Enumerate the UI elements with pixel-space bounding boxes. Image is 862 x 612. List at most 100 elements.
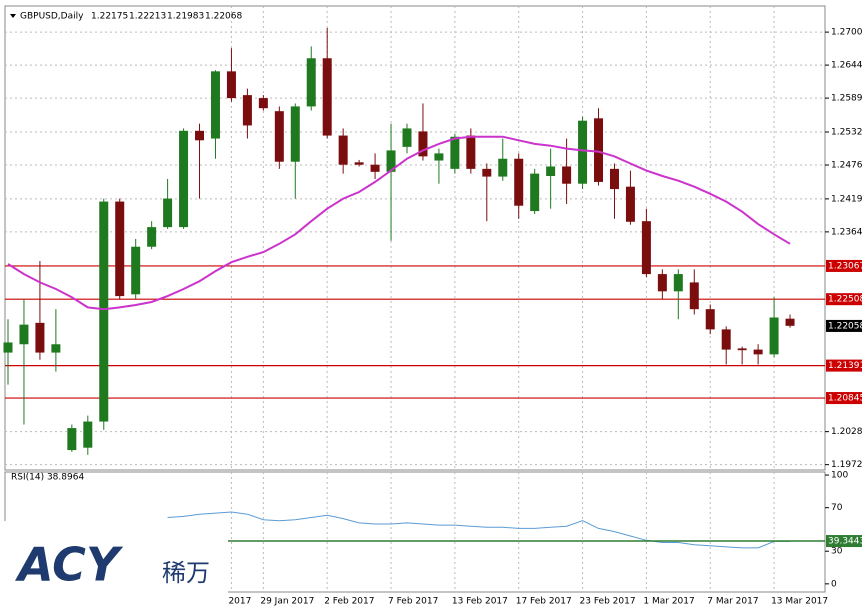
candle-body <box>35 322 45 353</box>
ohlc-close: 1.22068 <box>205 12 242 22</box>
candle-body <box>147 227 157 247</box>
candle-body <box>99 201 109 422</box>
moving-average <box>7 135 791 311</box>
candle-body <box>721 329 731 350</box>
candle-body <box>689 282 699 310</box>
candle-body <box>274 111 284 162</box>
level-label: 1.20845 <box>828 394 862 404</box>
candle-body <box>594 118 604 182</box>
candle-body <box>115 201 125 297</box>
watermark-bg <box>0 521 228 608</box>
rsi-tick-label: 30 <box>831 547 843 557</box>
candle-body <box>3 342 13 353</box>
logo-brand: ACY <box>15 538 124 592</box>
candle-body <box>562 166 572 184</box>
candle-body <box>753 349 763 355</box>
candle-body <box>322 58 332 136</box>
y-tick-label: 1.19725 <box>831 460 862 470</box>
y-tick-label: 1.26445 <box>831 61 862 71</box>
candle-body <box>163 198 173 228</box>
candle-body <box>530 173 540 212</box>
candle-body <box>83 421 93 448</box>
candle-body <box>641 221 651 275</box>
y-tick-label: 1.25320 <box>831 127 862 137</box>
main-frame <box>4 5 826 471</box>
ohlc-low: 1.21983 <box>167 12 204 22</box>
candle-body <box>210 71 220 139</box>
candle-body <box>498 158 508 177</box>
watermark: ACY 稀万 <box>0 521 228 608</box>
candle-body <box>306 58 316 107</box>
level-label: 1.22508 <box>828 295 862 305</box>
candle-body <box>785 318 795 326</box>
x-tick-label: 23 Feb 2017 <box>580 597 636 607</box>
y-tick-label: 1.24195 <box>831 194 862 204</box>
candle-body <box>338 135 348 165</box>
level-label-bg <box>826 359 862 372</box>
candle-body <box>705 309 715 330</box>
logo-cn: 稀万 <box>162 559 210 587</box>
x-tick-label: 2017 <box>228 597 251 607</box>
level-label: 1.23067 <box>828 261 862 271</box>
rsi-level-label: 39.3443 <box>828 537 862 547</box>
candle-body <box>737 348 747 351</box>
candle-body <box>19 324 29 345</box>
rsi-line <box>167 511 790 549</box>
level-label: 1.21391 <box>828 361 862 371</box>
candle-body <box>546 166 556 176</box>
x-tick-label: 2 Feb 2017 <box>324 597 374 607</box>
x-tick-label: 1 Mar 2017 <box>643 597 694 607</box>
y-tick-label: 1.25890 <box>831 94 862 104</box>
candle-body <box>609 168 619 190</box>
candle-body <box>290 106 300 162</box>
candle-body <box>51 344 61 353</box>
labels: 1.27000 1.26445 1.25890 1.25320 1.24765 1.241… <box>228 28 862 607</box>
x-tick-label: 13 Mar 2017 <box>771 597 828 607</box>
candle-body <box>450 136 460 169</box>
candle-body <box>258 98 268 109</box>
candle-body <box>482 168 492 177</box>
candle-body <box>418 131 428 157</box>
y-tick-label: 1.24765 <box>831 160 862 170</box>
ohlc-open: 1.22175 <box>91 12 128 22</box>
ohlc-high: 1.22213 <box>129 12 166 22</box>
candle-body <box>673 274 683 292</box>
candle-body <box>466 135 476 169</box>
x-tick-label: 13 Feb 2017 <box>452 597 508 607</box>
rsi-title: RSI(14) 38.8964 <box>11 473 84 483</box>
candle-body <box>434 153 444 161</box>
candle-body <box>514 158 524 206</box>
y-tick-label: 1.27000 <box>831 28 862 38</box>
candle-body <box>354 162 364 165</box>
candle-body <box>67 428 77 451</box>
candle-body <box>578 120 588 184</box>
x-tick-label: 7 Mar 2017 <box>707 597 758 607</box>
current-price-bg <box>826 319 862 332</box>
candle-body <box>370 164 380 172</box>
rsi-level-label-bg <box>826 535 862 548</box>
rsi-tick-label: 100 <box>831 471 848 481</box>
candle-body <box>769 317 779 355</box>
menu-arrow <box>10 14 16 18</box>
rsi-tick-label: 0 <box>831 579 837 589</box>
candle-body <box>226 71 236 99</box>
current-price-label: 1.22058 <box>828 321 862 331</box>
candle-body <box>657 274 667 292</box>
x-tick-label: 7 Feb 2017 <box>388 597 438 607</box>
candle-body <box>625 186 635 222</box>
candle-body <box>195 130 205 141</box>
candle-body <box>402 128 412 147</box>
x-tick-label: 29 Jan 2017 <box>260 597 314 607</box>
y-tick-label: 1.23640 <box>831 227 862 237</box>
symbol-title: GBPUSD,Daily <box>20 12 84 22</box>
rsi-tick-label: 70 <box>831 503 843 513</box>
level-label-bg <box>826 259 862 272</box>
candle-body <box>179 130 189 228</box>
candle-body <box>242 95 252 126</box>
y-tick-label: 1.20280 <box>831 427 862 437</box>
candle-body <box>386 150 396 172</box>
x-tick-label: 17 Feb 2017 <box>516 597 572 607</box>
candle-body <box>131 246 141 295</box>
level-label-bg <box>826 293 862 306</box>
